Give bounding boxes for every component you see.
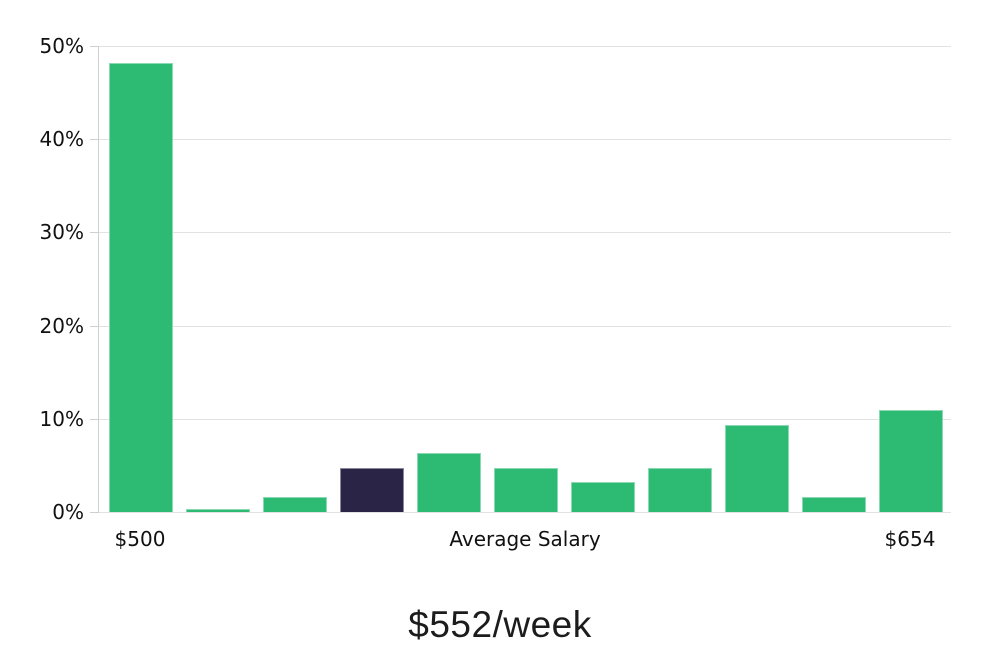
y-axis-tick bbox=[90, 512, 99, 513]
x-axis-label: $654 bbox=[884, 527, 936, 551]
bar bbox=[725, 425, 789, 512]
bar bbox=[263, 497, 327, 512]
chart-title: $552/week bbox=[408, 604, 592, 645]
gridline-0% bbox=[99, 512, 951, 513]
bar bbox=[648, 468, 712, 512]
gridline-20% bbox=[99, 325, 951, 327]
y-axis-tick bbox=[90, 139, 99, 141]
plot-area bbox=[90, 46, 951, 513]
y-axis-label: 0% bbox=[52, 500, 84, 524]
gridline-10% bbox=[99, 418, 951, 420]
y-axis-label: 40% bbox=[39, 127, 84, 152]
x-axis-label: Average Salary bbox=[449, 527, 601, 551]
y-axis-label: 20% bbox=[39, 313, 84, 338]
bar bbox=[879, 410, 943, 512]
y-axis-tick bbox=[90, 232, 99, 234]
bar bbox=[802, 497, 866, 512]
bar bbox=[571, 482, 635, 512]
gridline-30% bbox=[99, 232, 951, 234]
y-axis-tick bbox=[90, 418, 99, 420]
bar bbox=[494, 468, 558, 512]
x-axis-label: $500 bbox=[114, 527, 166, 551]
bar bbox=[417, 453, 481, 512]
gridline-50% bbox=[99, 46, 951, 47]
y-axis-tick bbox=[90, 46, 99, 47]
y-axis-label: 30% bbox=[39, 220, 84, 245]
gridline-40% bbox=[99, 139, 951, 141]
bar bbox=[109, 62, 173, 512]
y-axis-label: 10% bbox=[39, 406, 84, 431]
y-axis-label: 50% bbox=[39, 34, 84, 58]
bar-highlighted bbox=[340, 468, 404, 512]
bar bbox=[186, 509, 250, 512]
y-axis-tick bbox=[90, 325, 99, 327]
